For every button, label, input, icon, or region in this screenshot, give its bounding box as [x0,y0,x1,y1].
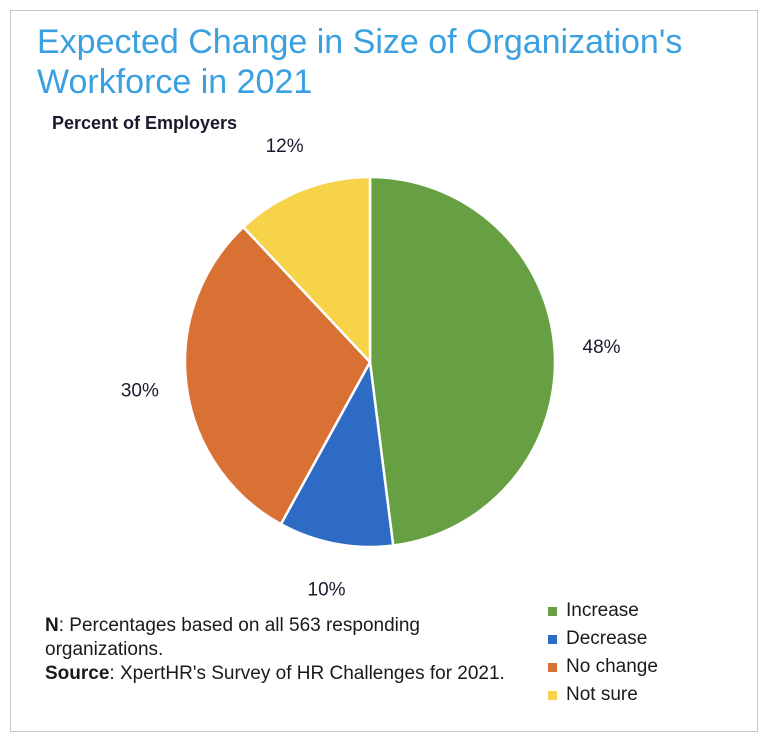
legend-swatch-not-sure [548,690,557,700]
legend-swatch-increase [548,606,557,616]
pie-slice-increase [368,175,557,547]
chart-subtitle: Percent of Employers [52,113,238,133]
legend-swatch-decrease [548,634,557,644]
legend-label-increase: Increase [566,600,639,621]
data-label-decrease: 10% [308,579,346,600]
legend-label-no-change: No change [566,656,658,677]
chart-title: Expected Change in Size of Organization'… [37,23,683,101]
data-label-not-sure: 12% [266,136,304,157]
pie-slice-decrease [279,358,395,549]
chart-legend: Increase Decrease No change Not sure [548,597,658,709]
n-label: N [45,615,59,636]
data-label-increase: 48% [583,337,621,358]
legend-item-not-sure: Not sure [548,681,658,709]
legend-label-not-sure: Not sure [566,684,638,705]
pie-slice-no-change [183,225,372,526]
source-label: Source [45,663,110,684]
data-label-no-change: 30% [121,381,159,402]
chart-note: N: Percentages based on all 563 respondi… [45,614,505,686]
legend-label-decrease: Decrease [566,628,648,649]
legend-item-no-change: No change [548,653,658,681]
legend-item-decrease: Decrease [548,625,658,653]
n-text: : Percentages based on all 563 respondin… [45,615,420,660]
legend-swatch-no-change [548,662,557,672]
pie-slice-not-sure [241,175,372,366]
legend-item-increase: Increase [548,597,658,625]
source-text: : XpertHR's Survey of HR Challenges for … [109,663,505,684]
